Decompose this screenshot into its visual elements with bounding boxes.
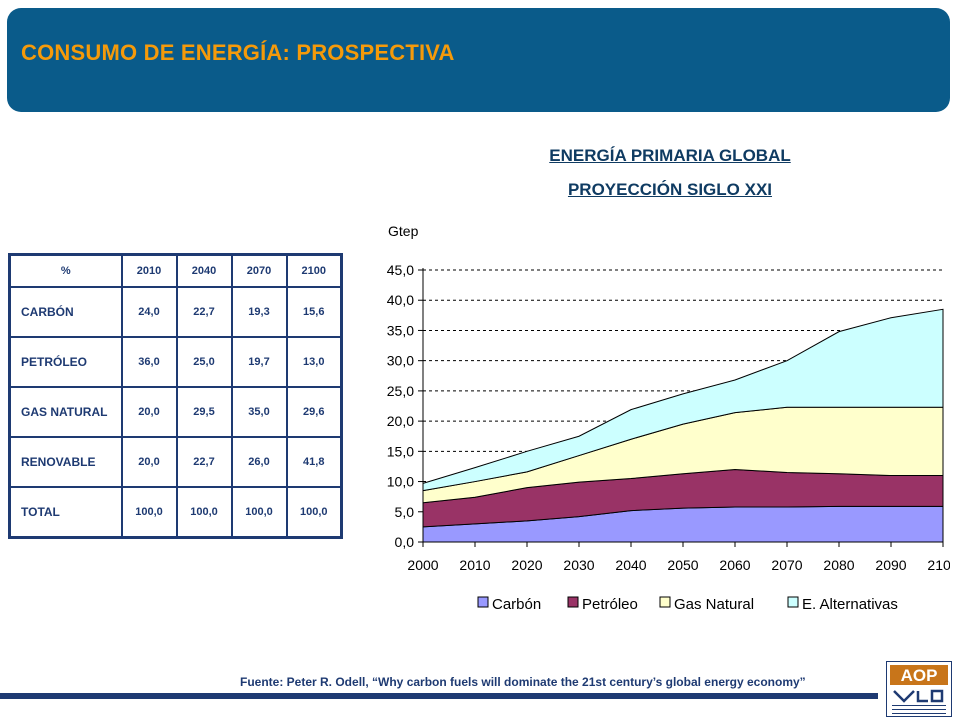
legend-layer: Carbón Petróleo Gas Natural E. Alternativas — [477, 596, 898, 613]
row-label: TOTAL — [8, 486, 123, 539]
y-tick-label: 10,0 — [387, 474, 414, 490]
table-cell: 19,3 — [230, 286, 288, 338]
table-row: RENOVABLE 20,0 22,7 26,0 41,8 — [8, 436, 343, 488]
y-tick-label: 30,0 — [387, 353, 414, 369]
x-tick-label: 2000 — [407, 557, 438, 573]
x-tick-label: 2090 — [875, 557, 906, 573]
table-header-row: % 2010 2040 2070 2100 — [8, 253, 343, 288]
table-cell: 100,0 — [175, 486, 233, 539]
table-cell: 100,0 — [120, 486, 178, 539]
legend-swatch — [659, 596, 671, 608]
table-header-cell: 2100 — [285, 253, 343, 288]
axis-layer: Gtep 0,0 5,0 10,0 15,0 20,0 25,0 30,0 35,0 40,0 45… — [387, 223, 950, 573]
table-cell: 20,0 — [120, 436, 178, 488]
row-label: RENOVABLE — [8, 436, 123, 488]
y-tick-label: 20,0 — [387, 413, 414, 429]
table-row: PETRÓLEO 36,0 25,0 19,7 13,0 — [8, 336, 343, 388]
table-cell: 100,0 — [285, 486, 343, 539]
legend-swatch — [787, 596, 799, 608]
table-row: TOTAL 100,0 100,0 100,0 100,0 — [8, 486, 343, 539]
table-cell: 24,0 — [120, 286, 178, 338]
row-label: PETRÓLEO — [8, 336, 123, 388]
table-cell: 22,7 — [175, 436, 233, 488]
source-note: Fuente: Peter R. Odell, “Why carbon fuel… — [240, 675, 806, 689]
x-tick-label: 2100 — [927, 557, 950, 573]
table-cell: 35,0 — [230, 386, 288, 438]
legend-swatch — [477, 596, 489, 608]
table-header-cell: 2010 — [120, 253, 178, 288]
row-label: CARBÓN — [8, 286, 123, 338]
table-header-cell: 2040 — [175, 253, 233, 288]
table-cell: 15,6 — [285, 286, 343, 338]
y-tick-label: 15,0 — [387, 443, 414, 459]
x-tick-label: 2030 — [563, 557, 594, 573]
table-row: GAS NATURAL 20,0 29,5 35,0 29,6 — [8, 386, 343, 438]
table-cell: 29,5 — [175, 386, 233, 438]
y-tick-label: 45,0 — [387, 262, 414, 278]
table-header-cell: 2070 — [230, 253, 288, 288]
table-cell: 25,0 — [175, 336, 233, 388]
legend-label: Carbón — [492, 596, 541, 613]
table-cell: 26,0 — [230, 436, 288, 488]
legend-swatch — [567, 596, 579, 608]
x-tick-label: 2040 — [615, 557, 646, 573]
y-axis-label: Gtep — [388, 223, 419, 239]
table-cell: 20,0 — [120, 386, 178, 438]
y-tick-label: 25,0 — [387, 383, 414, 399]
table-row: CARBÓN 24,0 22,7 19,3 15,6 — [8, 286, 343, 338]
aop-logo: AOP — [886, 661, 952, 717]
area-e-alternativas — [422, 308, 944, 492]
footer-rule — [0, 693, 878, 699]
header-band — [7, 8, 950, 112]
y-tick-label: 0,0 — [395, 534, 415, 550]
x-tick-label: 2060 — [719, 557, 750, 573]
table-cell: 100,0 — [230, 486, 288, 539]
x-tick-label: 2050 — [667, 557, 698, 573]
logo-text: AOP — [901, 666, 938, 685]
page-title: CONSUMO DE ENERGÍA: PROSPECTIVA — [21, 40, 455, 65]
energy-area-chart: Gtep 0,0 5,0 10,0 15,0 20,0 25,0 30,0 35,0 40,0 45… — [387, 223, 950, 613]
x-tick-label: 2010 — [459, 557, 490, 573]
row-label: GAS NATURAL — [8, 386, 123, 438]
table-cell: 36,0 — [120, 336, 178, 388]
x-tick-label: 2080 — [823, 557, 854, 573]
table-cell: 22,7 — [175, 286, 233, 338]
x-tick-label: 2070 — [771, 557, 802, 573]
chart-title: ENERGÍA PRIMARIA GLOBAL — [549, 146, 791, 165]
legend-label: E. Alternativas — [802, 596, 898, 613]
area-layer — [422, 308, 944, 543]
x-tick-label: 2020 — [511, 557, 542, 573]
table-cell: 13,0 — [285, 336, 343, 388]
table-header-cell: % — [8, 253, 123, 288]
y-tick-label: 5,0 — [395, 504, 415, 520]
y-tick-label: 35,0 — [387, 322, 414, 338]
y-tick-label: 40,0 — [387, 292, 414, 308]
energy-share-table: % 2010 2040 2070 2100 CARBÓN 24,0 22,7 1… — [8, 253, 343, 539]
table-cell: 41,8 — [285, 436, 343, 488]
table-cell: 29,6 — [285, 386, 343, 438]
table-cell: 19,7 — [230, 336, 288, 388]
legend-label: Gas Natural — [674, 596, 754, 613]
legend-label: Petróleo — [582, 596, 638, 613]
chart-subtitle: PROYECCIÓN SIGLO XXI — [567, 180, 773, 199]
